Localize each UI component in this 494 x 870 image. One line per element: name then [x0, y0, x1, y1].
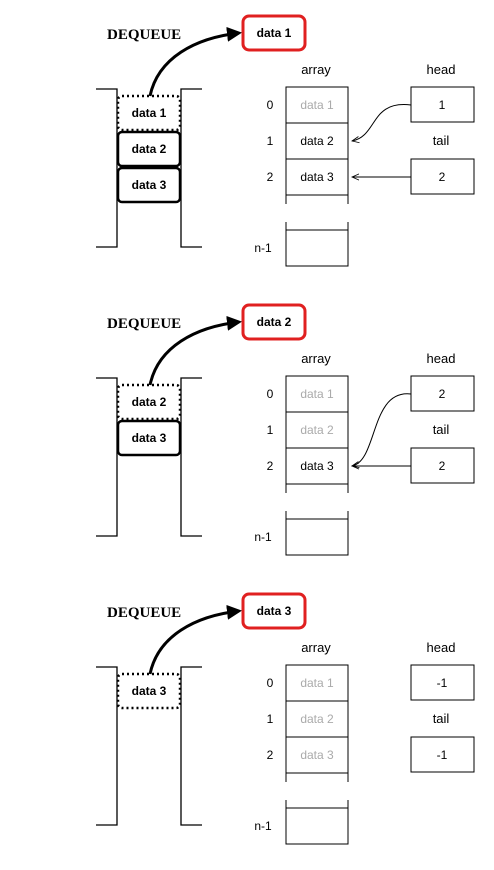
- stack-item: [116, 130, 182, 168]
- dequeued-item-label: data 1: [257, 26, 292, 40]
- array-continuation-top: [285, 773, 349, 782]
- dequeue-title: DEQUEUE: [107, 605, 181, 621]
- array-continuation-bottom: [285, 222, 349, 230]
- head-box: [410, 86, 475, 123]
- dequeue-title: DEQUEUE: [107, 316, 181, 332]
- array-index-label: 1: [267, 712, 274, 726]
- array-cell: [285, 158, 349, 196]
- array-continuation-top: [285, 195, 349, 204]
- head-value: -1: [437, 676, 448, 690]
- array-cell-value: data 1: [300, 387, 334, 401]
- tail-value: -1: [437, 748, 448, 762]
- tail-label: tail: [433, 133, 450, 148]
- array-cell-value: data 3: [300, 459, 334, 473]
- tail-box: [410, 158, 475, 195]
- array-cell-value: data 3: [300, 748, 334, 762]
- dequeued-item-label: data 2: [257, 315, 292, 329]
- array-cell-last: [285, 229, 349, 267]
- head-label: head: [427, 640, 456, 655]
- array-continuation-bottom: [285, 800, 349, 808]
- stack-item: [116, 419, 182, 457]
- dequeued-item-label: data 3: [257, 604, 292, 618]
- array-continuation-bottom: [285, 511, 349, 519]
- array-index-label: 2: [267, 748, 274, 762]
- dequeue-panel-3: DEQUEUE data 3 data 3 array data 1 0 data 2 1 da…: [96, 592, 475, 845]
- array-cell-value: data 2: [300, 134, 334, 148]
- array-index-last: n-1: [254, 241, 272, 255]
- dequeue-panel-1: DEQUEUE data 1 data 1 data 2 data 3 array data…: [96, 14, 475, 267]
- array-cell-value: data 3: [300, 170, 334, 184]
- array-cell-value: data 1: [300, 98, 334, 112]
- array-index-label: 1: [267, 134, 274, 148]
- stack-item-dequeuing: [116, 94, 182, 132]
- tail-box: [410, 736, 475, 773]
- stack-wall-left: [96, 377, 118, 537]
- stack-item-label: data 3: [132, 431, 167, 445]
- dequeued-item-box: [241, 303, 307, 341]
- head-value: 1: [439, 98, 446, 112]
- head-label: head: [427, 62, 456, 77]
- array-index-label: 1: [267, 423, 274, 437]
- array-index-label: 2: [267, 170, 274, 184]
- array-index-label: 0: [267, 98, 274, 112]
- head-value: 2: [439, 387, 446, 401]
- array-cell-value: data 2: [300, 423, 334, 437]
- dequeue-title: DEQUEUE: [107, 27, 181, 43]
- dequeue-panel-2: DEQUEUE data 2 data 2 data 3 array data 1 0 dat…: [96, 303, 475, 556]
- array-index-label: 0: [267, 387, 274, 401]
- head-pointer-arrow: [352, 104, 412, 141]
- array-cell: [285, 700, 349, 738]
- array-cell: [285, 664, 349, 702]
- dequeue-arrow: [148, 26, 242, 97]
- array-cell: [285, 736, 349, 774]
- stack-item-label: data 2: [132, 142, 167, 156]
- array-label: array: [301, 351, 331, 366]
- dequeue-arrow: [148, 315, 242, 386]
- tail-label: tail: [433, 422, 450, 437]
- stack-item-label: data 3: [132, 684, 167, 698]
- dequeued-item-box: [241, 592, 307, 630]
- stack-item-dequeuing: [116, 672, 182, 710]
- stack-item-label: data 2: [132, 395, 167, 409]
- array-label: array: [301, 640, 331, 655]
- array-index-last: n-1: [254, 819, 272, 833]
- array-cell: [285, 122, 349, 160]
- array-cell-value: data 1: [300, 676, 334, 690]
- head-box: [410, 664, 475, 701]
- stack-wall-right: [180, 377, 202, 537]
- array-index-last: n-1: [254, 530, 272, 544]
- dequeued-item-box: [241, 14, 307, 52]
- array-cell: [285, 411, 349, 449]
- stack-item-dequeuing: [116, 383, 182, 421]
- head-box: [410, 375, 475, 412]
- stack-wall-left: [96, 88, 118, 248]
- array-index-label: 2: [267, 459, 274, 473]
- array-cell-last: [285, 518, 349, 556]
- stack-item-label: data 3: [132, 178, 167, 192]
- array-cell-last: [285, 807, 349, 845]
- array-cell-value: data 2: [300, 712, 334, 726]
- stack-wall-right: [180, 88, 202, 248]
- tail-value: 2: [439, 459, 446, 473]
- tail-label: tail: [433, 711, 450, 726]
- head-label: head: [427, 351, 456, 366]
- array-index-label: 0: [267, 676, 274, 690]
- array-cell: [285, 375, 349, 413]
- tail-value: 2: [439, 170, 446, 184]
- stack-item-label: data 1: [132, 106, 167, 120]
- stack-item: [116, 166, 182, 204]
- array-label: array: [301, 62, 331, 77]
- head-pointer-arrow: [352, 393, 412, 466]
- stack-wall-left: [96, 666, 118, 826]
- array-cell: [285, 447, 349, 485]
- stack-wall-right: [180, 666, 202, 826]
- dequeue-arrow: [148, 604, 242, 675]
- array-continuation-top: [285, 484, 349, 493]
